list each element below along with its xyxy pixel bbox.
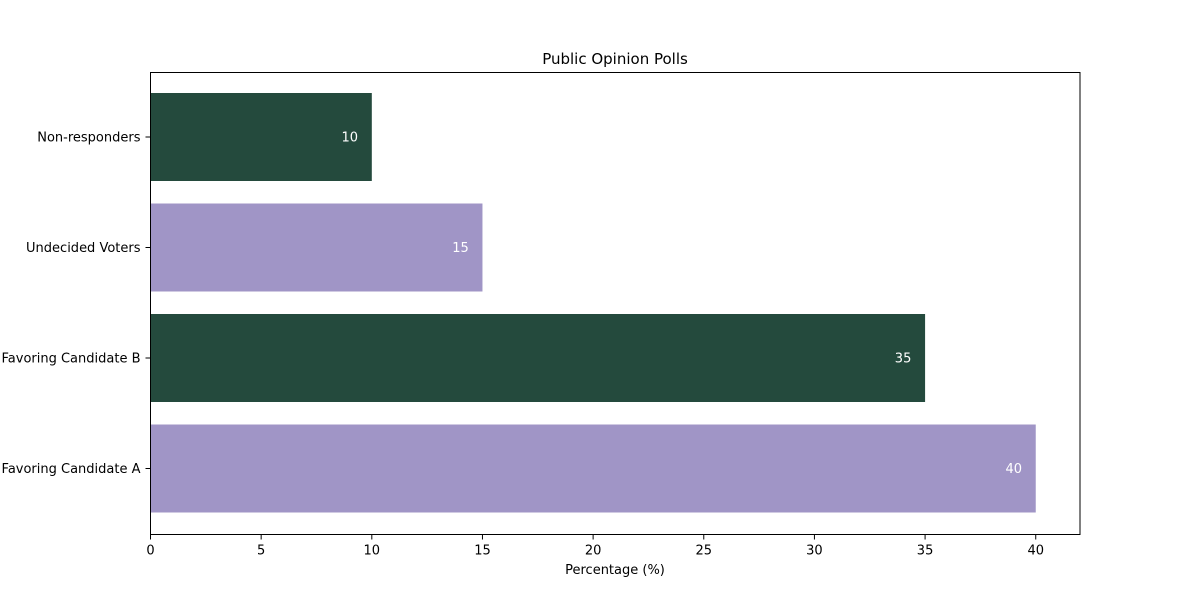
- chart-title: Public Opinion Polls: [542, 50, 688, 68]
- x-tick-label-5: 5: [257, 544, 265, 559]
- bar-value-label-undecided-voters: 15: [452, 241, 469, 256]
- x-tick-label-35: 35: [917, 544, 934, 559]
- y-tick-label-favoring-candidate-b: Favoring Candidate B: [2, 352, 141, 367]
- bar-favoring-candidate-b: [150, 314, 926, 402]
- x-axis-label: Percentage (%): [565, 563, 665, 578]
- y-tick-label-non-responders: Non-responders: [37, 131, 140, 146]
- bar-undecided-voters: [150, 203, 483, 292]
- bar-value-label-favoring-candidate-b: 35: [895, 352, 912, 367]
- plot-frame: [150, 72, 1081, 535]
- y-tick-labels: Favoring Candidate A Favoring Candidate B…: [2, 131, 151, 477]
- y-tick-label-undecided-voters: Undecided Voters: [26, 241, 141, 256]
- x-tick-label-15: 15: [474, 544, 491, 559]
- bar-favoring-candidate-a: [150, 424, 1036, 513]
- x-tick-label-40: 40: [1027, 544, 1044, 559]
- x-tick-label-30: 30: [806, 544, 823, 559]
- bar-non-responders: [150, 93, 372, 181]
- x-tick-label-25: 25: [696, 544, 713, 559]
- x-tick-label-20: 20: [585, 544, 602, 559]
- bar-value-label-favoring-candidate-a: 40: [1005, 462, 1022, 477]
- bar-value-label-non-responders: 10: [342, 131, 359, 146]
- x-axis: 0 5 10 15 20 25 30 35 40: [146, 534, 1044, 559]
- bars-layer: [150, 93, 1036, 513]
- y-tick-label-favoring-candidate-a: Favoring Candidate A: [2, 462, 141, 477]
- x-tick-label-10: 10: [364, 544, 381, 559]
- x-tick-label-0: 0: [146, 544, 154, 559]
- bar-value-labels: 40 35 15 10: [342, 131, 1022, 478]
